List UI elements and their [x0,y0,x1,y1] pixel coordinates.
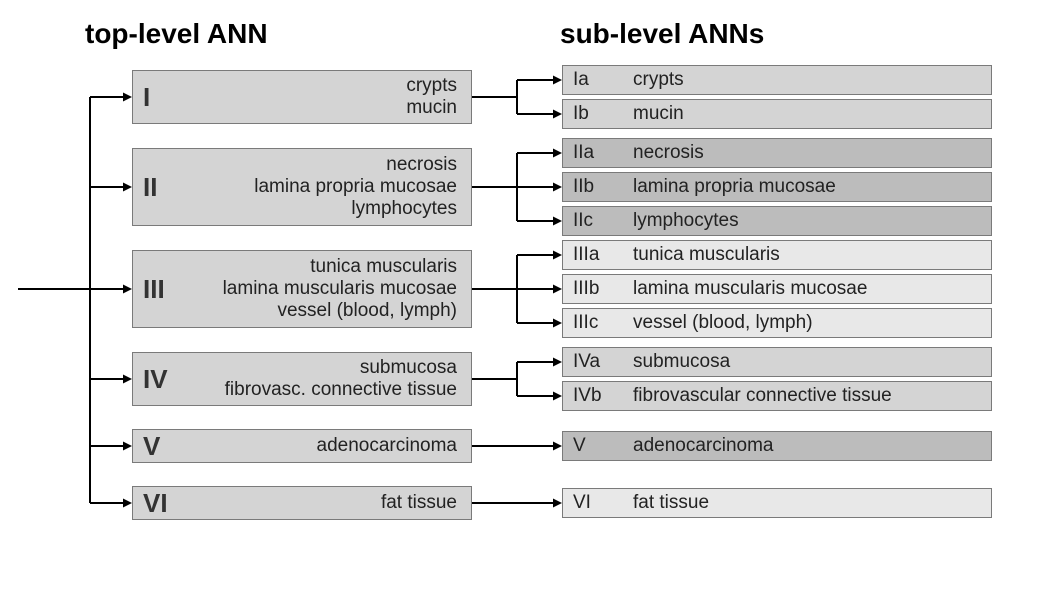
sub-row-id: IIa [573,142,633,164]
sub-row-label: mucin [633,103,983,125]
heading-sub-level: sub-level ANNs [560,18,764,50]
top-desc: adenocarcinoma [195,435,457,457]
top-desc: fat tissue [195,492,457,514]
sub-row-id: IIIa [573,244,633,266]
sub-row-VI: VIfat tissue [562,488,992,518]
top-group-I: Icryptsmucin [132,70,472,124]
top-roman: VI [143,488,195,519]
sub-row-label: necrosis [633,142,983,164]
sub-row-label: fibrovascular connective tissue [633,385,983,407]
sub-row-IIIc: IIIcvessel (blood, lymph) [562,308,992,338]
sub-row-label: lymphocytes [633,210,983,232]
top-roman: III [143,274,195,305]
sub-row-Ib: Ibmucin [562,99,992,129]
top-group-VI: VIfat tissue [132,486,472,520]
sub-row-IIb: IIblamina propria mucosae [562,172,992,202]
top-roman: IV [143,364,195,395]
sub-row-IVa: IVasubmucosa [562,347,992,377]
sub-row-label: adenocarcinoma [633,435,983,457]
sub-row-IIc: IIclymphocytes [562,206,992,236]
top-group-II: IInecrosislamina propria mucosaelymphocy… [132,148,472,226]
sub-row-label: lamina muscularis mucosae [633,278,983,300]
sub-row-id: Ib [573,103,633,125]
sub-row-IIa: IIanecrosis [562,138,992,168]
top-desc: tunica muscularislamina muscularis mucos… [195,256,457,322]
sub-row-id: IVa [573,351,633,373]
sub-row-label: submucosa [633,351,983,373]
sub-row-IIIb: IIIblamina muscularis mucosae [562,274,992,304]
sub-row-V: Vadenocarcinoma [562,431,992,461]
sub-row-id: IIc [573,210,633,232]
top-group-III: IIItunica muscularislamina muscularis mu… [132,250,472,328]
sub-row-id: Ia [573,69,633,91]
diagram-canvas: top-level ANNsub-level ANNsIcryptsmucinI… [0,0,1050,616]
sub-row-IVb: IVbfibrovascular connective tissue [562,381,992,411]
sub-row-id: V [573,435,633,457]
sub-row-label: tunica muscularis [633,244,983,266]
sub-row-id: VI [573,492,633,514]
sub-row-id: IVb [573,385,633,407]
top-roman: I [143,82,195,113]
sub-row-id: IIb [573,176,633,198]
sub-row-label: lamina propria mucosae [633,176,983,198]
sub-row-Ia: Iacrypts [562,65,992,95]
top-roman: II [143,172,195,203]
sub-row-id: IIIb [573,278,633,300]
heading-top-level: top-level ANN [85,18,268,50]
sub-row-IIIa: IIIatunica muscularis [562,240,992,270]
sub-row-id: IIIc [573,312,633,334]
top-group-V: Vadenocarcinoma [132,429,472,463]
top-group-IV: IVsubmucosafibrovasc. connective tissue [132,352,472,406]
top-roman: V [143,431,195,462]
sub-row-label: fat tissue [633,492,983,514]
sub-row-label: vessel (blood, lymph) [633,312,983,334]
top-desc: necrosislamina propria mucosaelymphocyte… [195,154,457,220]
top-desc: submucosafibrovasc. connective tissue [195,357,457,401]
top-desc: cryptsmucin [195,75,457,119]
sub-row-label: crypts [633,69,983,91]
